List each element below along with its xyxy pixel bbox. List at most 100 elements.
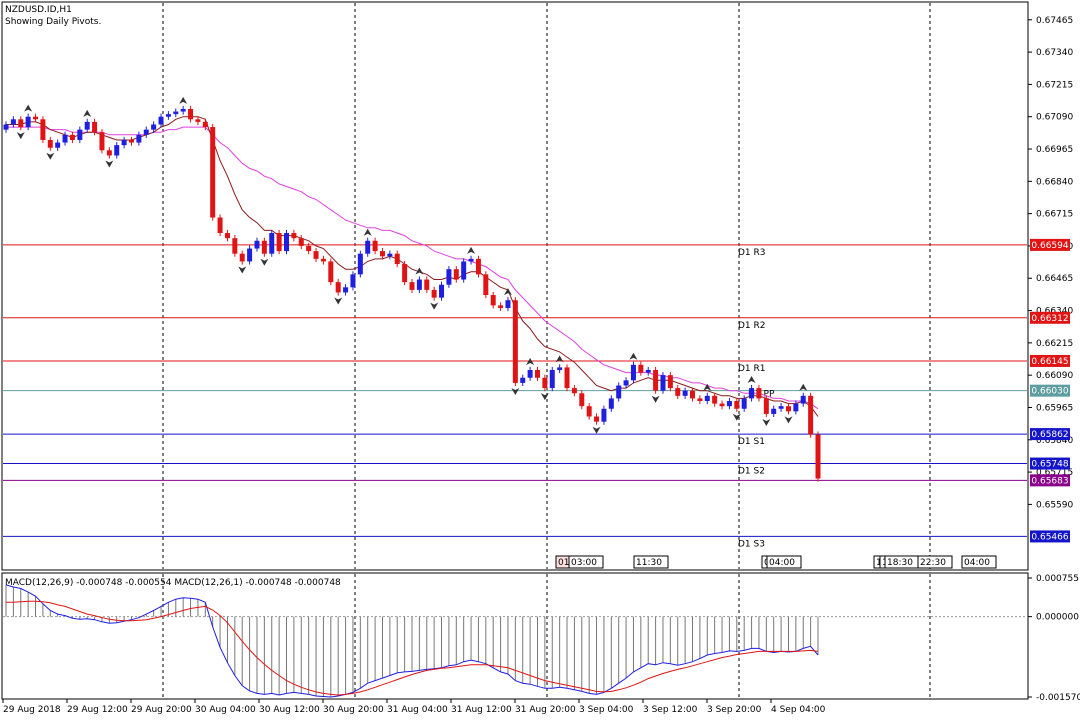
bear-candle[interactable] <box>586 403 592 420</box>
bull-candle[interactable] <box>549 366 555 392</box>
bull-candle[interactable] <box>357 250 363 278</box>
bull-candle[interactable] <box>749 384 755 402</box>
candlesticks[interactable] <box>3 105 821 482</box>
bear-candle[interactable] <box>594 413 600 425</box>
bear-candle[interactable] <box>638 361 644 376</box>
bull-candle[interactable] <box>247 245 253 265</box>
bull-candle[interactable] <box>62 131 68 146</box>
bull-candle[interactable] <box>439 281 445 301</box>
bull-candle[interactable] <box>10 116 16 128</box>
bull-candle[interactable] <box>616 382 622 402</box>
bull-candle[interactable] <box>527 366 533 381</box>
bull-candle[interactable] <box>704 392 710 405</box>
bear-candle[interactable] <box>409 279 415 293</box>
bull-candle[interactable] <box>114 142 120 159</box>
bear-candle[interactable] <box>202 118 208 131</box>
bull-candle[interactable] <box>3 121 9 133</box>
bear-candle[interactable] <box>276 229 282 255</box>
bull-candle[interactable] <box>608 395 614 412</box>
bull-candle[interactable] <box>778 403 784 412</box>
bull-candle[interactable] <box>25 113 31 131</box>
bull-candle[interactable] <box>180 105 186 115</box>
bear-candle[interactable] <box>697 395 703 405</box>
bull-candle[interactable] <box>630 361 636 384</box>
bear-candle[interactable] <box>542 374 548 392</box>
bull-candle[interactable] <box>505 297 511 312</box>
bull-candle[interactable] <box>55 139 61 151</box>
bull-candle[interactable] <box>645 366 651 376</box>
bull-candle[interactable] <box>557 364 563 374</box>
bull-candle[interactable] <box>623 377 629 389</box>
bear-candle[interactable] <box>224 229 230 242</box>
bear-candle[interactable] <box>808 392 814 438</box>
bear-candle[interactable] <box>128 136 134 146</box>
bear-candle[interactable] <box>653 366 659 394</box>
bear-candle[interactable] <box>69 131 75 144</box>
bull-candle[interactable] <box>151 121 157 133</box>
bear-candle[interactable] <box>690 387 696 402</box>
bear-candle[interactable] <box>763 395 769 418</box>
bear-candle[interactable] <box>475 255 481 278</box>
bull-candle[interactable] <box>446 266 452 288</box>
bear-candle[interactable] <box>188 105 194 123</box>
bear-candle[interactable] <box>431 286 437 301</box>
bear-candle[interactable] <box>106 147 112 159</box>
bull-candle[interactable] <box>165 111 171 120</box>
bull-candle[interactable] <box>77 126 83 144</box>
bull-candle[interactable] <box>800 392 806 407</box>
bull-candle[interactable] <box>387 250 393 260</box>
bear-candle[interactable] <box>291 229 297 242</box>
bear-candle[interactable] <box>379 248 385 260</box>
bear-candle[interactable] <box>18 116 24 131</box>
bear-candle[interactable] <box>394 250 400 268</box>
bear-candle[interactable] <box>712 392 718 407</box>
bull-candle[interactable] <box>726 397 732 410</box>
bear-candle[interactable] <box>195 116 201 125</box>
bear-candle[interactable] <box>306 242 312 255</box>
bull-candle[interactable] <box>461 258 467 283</box>
bear-candle[interactable] <box>815 431 821 482</box>
bear-candle[interactable] <box>239 250 245 265</box>
bear-candle[interactable] <box>453 266 459 283</box>
bull-candle[interactable] <box>121 136 127 149</box>
bull-candle[interactable] <box>284 229 290 255</box>
bull-candle[interactable] <box>741 395 747 412</box>
bear-candle[interactable] <box>217 214 223 237</box>
bull-candle[interactable] <box>143 126 149 138</box>
bear-candle[interactable] <box>734 397 740 412</box>
bear-candle[interactable] <box>210 123 216 221</box>
bear-candle[interactable] <box>92 118 98 136</box>
bull-candle[interactable] <box>269 229 275 257</box>
bear-candle[interactable] <box>320 255 326 265</box>
bear-candle[interactable] <box>498 302 504 312</box>
bull-candle[interactable] <box>793 400 799 415</box>
bear-candle[interactable] <box>313 248 319 262</box>
bear-candle[interactable] <box>261 237 267 257</box>
bear-candle[interactable] <box>564 364 570 392</box>
bear-candle[interactable] <box>47 136 53 151</box>
bull-candle[interactable] <box>350 271 356 291</box>
bear-candle[interactable] <box>33 113 39 123</box>
bear-candle[interactable] <box>667 372 673 392</box>
bear-candle[interactable] <box>534 366 540 381</box>
bull-candle[interactable] <box>136 131 142 146</box>
bear-candle[interactable] <box>99 129 105 154</box>
bear-candle[interactable] <box>328 258 334 286</box>
bear-candle[interactable] <box>424 276 430 293</box>
bear-candle[interactable] <box>571 384 577 397</box>
bear-candle[interactable] <box>756 384 762 402</box>
bull-candle[interactable] <box>343 284 349 296</box>
bull-candle[interactable] <box>660 372 666 394</box>
bull-candle[interactable] <box>468 255 474 265</box>
bear-candle[interactable] <box>40 116 46 144</box>
bear-candle[interactable] <box>719 400 725 410</box>
bull-candle[interactable] <box>601 405 607 425</box>
bull-candle[interactable] <box>173 108 179 118</box>
bear-candle[interactable] <box>372 237 378 255</box>
bear-candle[interactable] <box>298 235 304 250</box>
bull-candle[interactable] <box>682 387 688 399</box>
bull-candle[interactable] <box>771 405 777 418</box>
bear-candle[interactable] <box>483 271 489 299</box>
bear-candle[interactable] <box>232 235 238 257</box>
